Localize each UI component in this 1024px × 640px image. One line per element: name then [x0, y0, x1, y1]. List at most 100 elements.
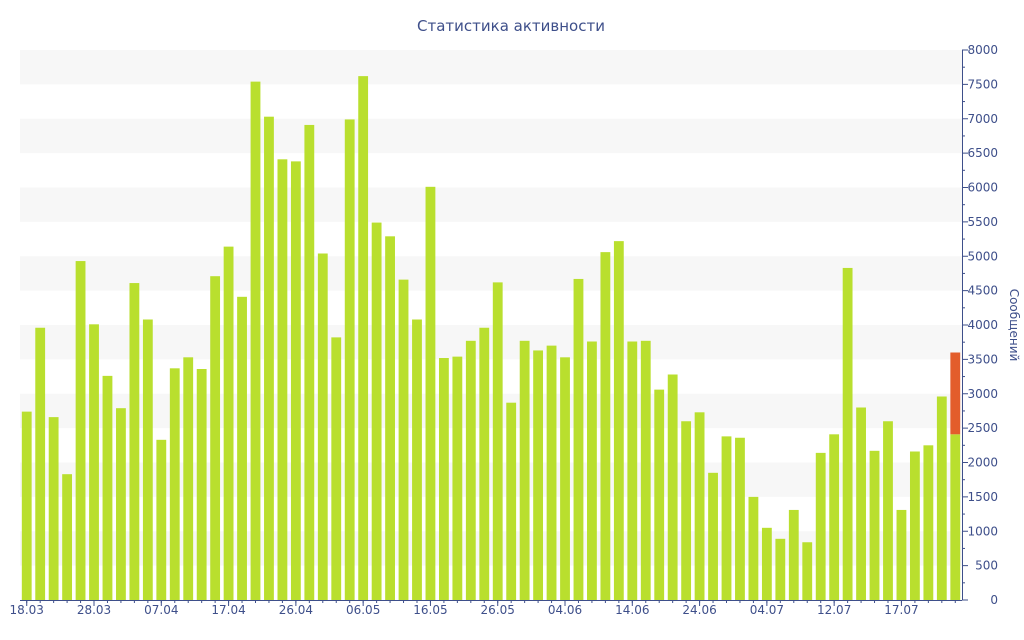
bar — [896, 509, 907, 600]
bar — [62, 474, 73, 600]
bar — [250, 81, 261, 600]
bar — [775, 538, 786, 600]
bar-highlight — [950, 352, 961, 435]
x-axis: 18.03 28.03 07.04 17.04 26.04 06.05 16.05 26.05… — [10, 600, 962, 617]
x-tick-label: 17.04 — [211, 603, 245, 617]
y-tick-label: 500 — [975, 559, 998, 573]
y-tick-label: 8000 — [967, 43, 998, 57]
bar — [116, 408, 126, 600]
x-tick-label: 26.04 — [279, 603, 313, 617]
grid-band — [20, 256, 962, 291]
grid-band — [20, 50, 962, 85]
bar — [587, 341, 597, 600]
bar — [425, 186, 436, 600]
bar — [721, 436, 732, 600]
x-tick-label: 04.07 — [750, 603, 784, 617]
y-tick-label: 4000 — [967, 318, 998, 332]
bar — [371, 222, 382, 600]
bar — [923, 445, 934, 600]
bar — [761, 527, 772, 600]
grid-band — [20, 118, 962, 154]
y-tick-label: 6500 — [967, 146, 998, 160]
bars — [21, 76, 961, 600]
bar — [802, 542, 813, 600]
x-tick-label: 18.03 — [10, 603, 44, 617]
x-tick-label: 04.06 — [548, 603, 582, 617]
y-tick-label: 7000 — [967, 112, 998, 126]
bar — [264, 116, 274, 600]
bar — [129, 283, 140, 600]
bar — [75, 261, 86, 600]
x-tick-label: 14.06 — [615, 603, 649, 617]
bar — [708, 472, 718, 600]
bar — [533, 350, 544, 600]
bar — [829, 434, 840, 600]
bar — [89, 324, 99, 600]
bar — [600, 252, 611, 600]
x-tick-label: 12.07 — [817, 603, 851, 617]
grid-band — [20, 393, 962, 429]
bar — [654, 389, 665, 600]
bar — [102, 375, 113, 600]
bar — [667, 374, 678, 600]
bar — [398, 279, 409, 600]
bar — [210, 276, 221, 600]
x-tick-label: 17.07 — [884, 603, 918, 617]
y-tick-label: 1500 — [967, 490, 998, 504]
bar — [506, 402, 517, 600]
bar — [950, 434, 961, 600]
y-tick-label: 2500 — [967, 421, 998, 435]
bar — [613, 241, 624, 600]
grid-bands — [20, 50, 962, 566]
bar — [452, 356, 463, 600]
bar — [815, 452, 826, 600]
bar — [735, 437, 745, 600]
bar — [681, 421, 692, 600]
bar — [640, 340, 651, 600]
bar — [546, 345, 557, 600]
bar — [438, 358, 449, 600]
bar — [277, 159, 288, 600]
y-tick-label: 0 — [990, 593, 998, 607]
bar — [936, 396, 947, 600]
bar — [35, 327, 46, 600]
y-tick-label: 5500 — [967, 215, 998, 229]
bar — [223, 246, 234, 600]
bar — [869, 450, 880, 600]
y-tick-label: 1000 — [967, 524, 998, 538]
bar — [48, 417, 59, 600]
bar — [21, 411, 32, 600]
bar — [412, 319, 422, 600]
bar — [883, 421, 893, 600]
bar — [788, 509, 799, 600]
bar — [492, 282, 503, 600]
y-tick-label: 3500 — [967, 352, 998, 366]
x-tick-label: 28.03 — [77, 603, 111, 617]
bar — [344, 119, 355, 600]
y-axis: 0 500 1000 1500 2000 2500 3000 3500 4000 4500 5000… — [962, 43, 998, 607]
bar — [358, 76, 369, 600]
bar — [479, 327, 490, 600]
grid-band — [20, 187, 962, 222]
grid-band — [20, 325, 962, 360]
bar — [290, 161, 301, 600]
bar — [909, 451, 920, 600]
y-axis-label: Сообщений — [1007, 289, 1021, 362]
bar — [842, 267, 853, 600]
chart-title: Статистика активности — [417, 17, 605, 35]
y-tick-label: 5000 — [967, 249, 998, 263]
bar — [856, 407, 866, 600]
bar — [142, 319, 153, 600]
y-tick-label: 4500 — [967, 284, 998, 298]
bar — [627, 341, 638, 600]
bar — [331, 337, 342, 600]
bar — [196, 369, 207, 600]
bar — [317, 253, 328, 600]
bar — [560, 357, 570, 600]
x-tick-label: 06.05 — [346, 603, 380, 617]
y-tick-label: 2000 — [967, 456, 998, 470]
bar — [519, 340, 530, 600]
bar — [304, 124, 315, 600]
bar — [183, 357, 194, 600]
